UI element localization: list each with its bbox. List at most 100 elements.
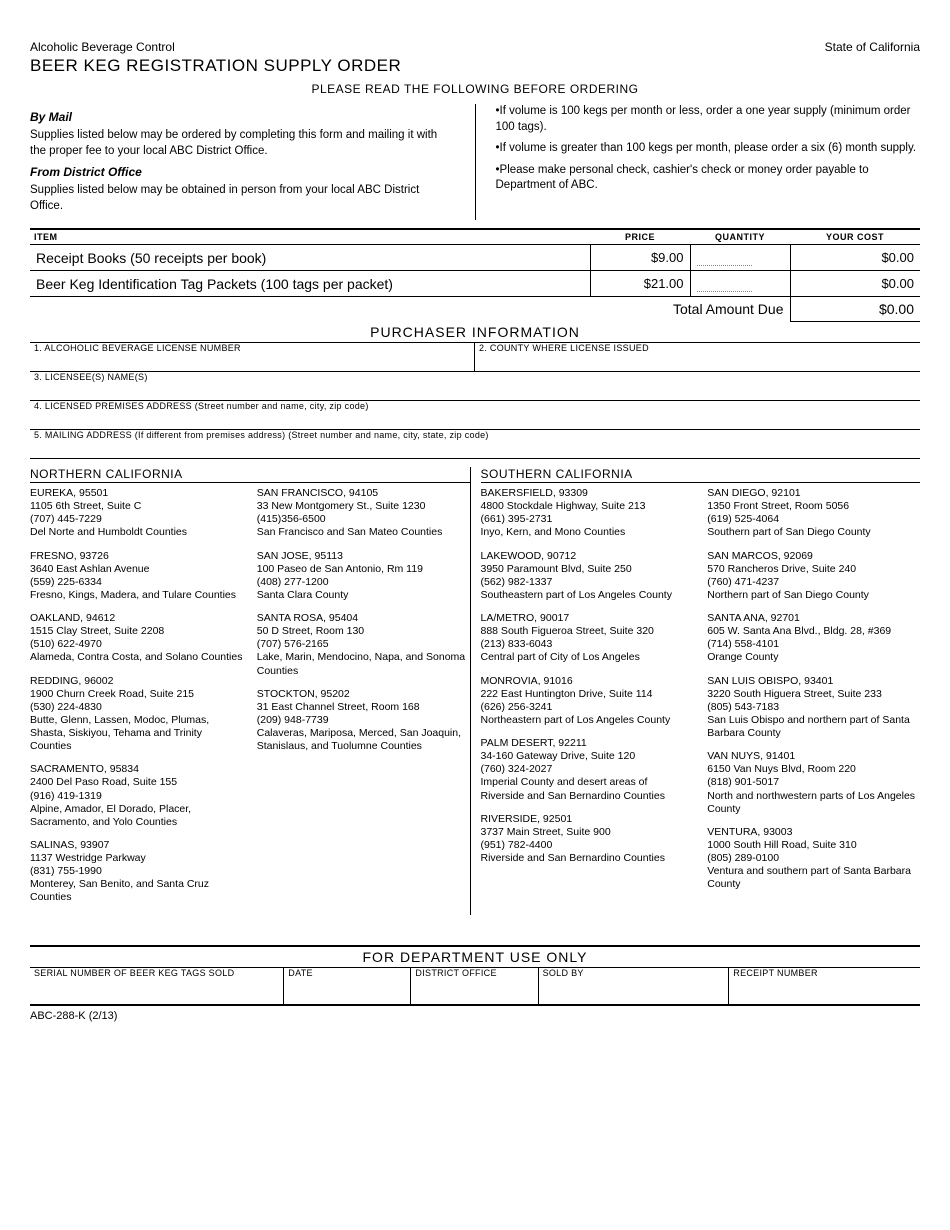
office-area: Fresno, Kings, Madera, and Tulare Counti… [30, 589, 236, 601]
office-address: 6150 Van Nuys Blvd, Room 220 [707, 763, 856, 775]
quantity-input[interactable] [697, 251, 752, 266]
office-address: 33 New Montgomery St., Suite 1230 [257, 500, 426, 512]
office-entry: REDDING, 960021900 Churn Creek Road, Sui… [30, 675, 243, 754]
purchaser-grid: 1. ALCOHOLIC BEVERAGE LICENSE NUMBER 2. … [30, 343, 920, 459]
dept-serial: SERIAL NUMBER OF BEER KEG TAGS SOLD [30, 968, 284, 1004]
office-area: Del Norte and Humboldt Counties [30, 526, 187, 538]
office-area: Southern part of San Diego County [707, 526, 870, 538]
instruction-bullet: •If volume is greater than 100 kegs per … [496, 141, 921, 157]
table-row: Receipt Books (50 receipts per book) $9.… [30, 245, 920, 271]
office-city: SANTA ROSA, 95404 [257, 612, 470, 625]
field-county[interactable]: 2. COUNTY WHERE LICENSE ISSUED [475, 343, 920, 372]
item-qty-cell [690, 245, 790, 271]
office-address: 3640 East Ashlan Avenue [30, 563, 150, 575]
office-address: 605 W. Santa Ana Blvd., Bldg. 28, #369 [707, 625, 891, 637]
office-entry: LA/METRO, 90017888 South Figueroa Street… [481, 612, 694, 665]
office-phone: (209) 948-7739 [257, 714, 329, 726]
region-south-title: SOUTHERN CALIFORNIA [481, 467, 921, 483]
dept-use-section: FOR DEPARTMENT USE ONLY SERIAL NUMBER OF… [30, 945, 920, 1006]
office-area: Riverside and San Bernardino Counties [481, 852, 665, 864]
office-city: STOCKTON, 95202 [257, 688, 470, 701]
quantity-input[interactable] [697, 277, 752, 292]
office-city: SANTA ANA, 92701 [707, 612, 920, 625]
office-address: 222 East Huntington Drive, Suite 114 [481, 688, 653, 700]
office-area: Northeastern part of Los Angeles County [481, 714, 671, 726]
item-qty-cell [690, 271, 790, 297]
office-city: SAN DIEGO, 92101 [707, 487, 920, 500]
table-row: Beer Keg Identification Tag Packets (100… [30, 271, 920, 297]
office-phone: (510) 622-4970 [30, 638, 102, 650]
office-phone: (559) 225-6334 [30, 576, 102, 588]
instruction-bullet: •If volume is 100 kegs per month or less… [496, 104, 921, 135]
col-qty: QUANTITY [690, 229, 790, 245]
total-label: Total Amount Due [30, 297, 790, 322]
field-license-number[interactable]: 1. ALCOHOLIC BEVERAGE LICENSE NUMBER [30, 343, 475, 372]
office-city: VAN NUYS, 91401 [707, 750, 920, 763]
form-code: ABC-288-K (2/13) [30, 1010, 920, 1022]
office-phone: (760) 471-4237 [707, 576, 779, 588]
office-area: Alpine, Amador, El Dorado, Placer, Sacra… [30, 803, 191, 828]
from-office-heading: From District Office [30, 165, 455, 179]
office-phone: (916) 419-1319 [30, 790, 102, 802]
office-address: 1515 Clay Street, Suite 2208 [30, 625, 164, 637]
by-mail-heading: By Mail [30, 110, 455, 124]
office-address: 100 Paseo de San Antonio, Rm 119 [257, 563, 423, 575]
dept-soldby: SOLD BY [539, 968, 730, 1004]
office-city: LA/METRO, 90017 [481, 612, 694, 625]
office-phone: (714) 558-4101 [707, 638, 779, 650]
office-city: SAN FRANCISCO, 94105 [257, 487, 470, 500]
instructions-block: By Mail Supplies listed below may be ord… [30, 104, 920, 220]
office-area: Central part of City of Los Angeles [481, 651, 640, 663]
office-address: 1350 Front Street, Room 5056 [707, 500, 849, 512]
office-phone: (626) 256-3241 [481, 701, 553, 713]
dept-date: DATE [284, 968, 411, 1004]
office-entry: VAN NUYS, 914016150 Van Nuys Blvd, Room … [707, 750, 920, 816]
purchaser-section-title: PURCHASER INFORMATION [30, 322, 920, 343]
office-city: LAKEWOOD, 90712 [481, 550, 694, 563]
dept-receipt: RECEIPT NUMBER [729, 968, 920, 1004]
office-phone: (831) 755-1990 [30, 865, 102, 877]
office-city: SAN JOSE, 95113 [257, 550, 470, 563]
dept-use-title: FOR DEPARTMENT USE ONLY [30, 945, 920, 968]
total-value: $0.00 [790, 297, 920, 322]
office-area: Inyo, Kern, and Mono Counties [481, 526, 626, 538]
office-phone: (408) 277-1200 [257, 576, 329, 588]
office-area: Monterey, San Benito, and Santa Cruz Cou… [30, 878, 209, 903]
office-entry: MONROVIA, 91016222 East Huntington Drive… [481, 675, 694, 728]
office-area: San Francisco and San Mateo Counties [257, 526, 443, 538]
from-office-text: Supplies listed below may be obtained in… [30, 183, 455, 214]
office-address: 1900 Churn Creek Road, Suite 215 [30, 688, 194, 700]
office-area: North and northwestern parts of Los Ange… [707, 790, 915, 815]
office-entry: SAN LUIS OBISPO, 934013220 South Higuera… [707, 675, 920, 741]
office-area: Orange County [707, 651, 778, 663]
item-cost: $0.00 [790, 245, 920, 271]
office-phone: (530) 224-4830 [30, 701, 102, 713]
col-price: PRICE [590, 229, 690, 245]
office-address: 1137 Westridge Parkway [30, 852, 146, 864]
field-premises-address[interactable]: 4. LICENSED PREMISES ADDRESS (Street num… [30, 401, 920, 430]
by-mail-text: Supplies listed below may be ordered by … [30, 128, 455, 159]
form-title: BEER KEG REGISTRATION SUPPLY ORDER [30, 56, 401, 76]
office-phone: (661) 395-2731 [481, 513, 553, 525]
office-city: SAN LUIS OBISPO, 93401 [707, 675, 920, 688]
office-phone: (415)356-6500 [257, 513, 326, 525]
office-phone: (562) 982-1337 [481, 576, 553, 588]
state-label: State of California [825, 40, 920, 54]
office-address: 4800 Stockdale Highway, Suite 213 [481, 500, 646, 512]
region-north-title: NORTHERN CALIFORNIA [30, 467, 470, 483]
office-address: 31 East Channel Street, Room 168 [257, 701, 420, 713]
office-address: 50 D Street, Room 130 [257, 625, 364, 637]
col-cost: YOUR COST [790, 229, 920, 245]
field-licensee-name[interactable]: 3. LICENSEE(S) NAME(S) [30, 372, 920, 401]
field-mailing-address[interactable]: 5. MAILING ADDRESS (If different from pr… [30, 430, 920, 459]
office-entry: SANTA ANA, 92701605 W. Santa Ana Blvd., … [707, 612, 920, 665]
office-entry: FRESNO, 937263640 East Ashlan Avenue(559… [30, 550, 243, 603]
total-row: Total Amount Due $0.00 [30, 297, 920, 322]
office-area: Lake, Marin, Mendocino, Napa, and Sonoma… [257, 651, 465, 676]
office-address: 2400 Del Paso Road, Suite 155 [30, 776, 177, 788]
office-city: SAN MARCOS, 92069 [707, 550, 920, 563]
office-phone: (818) 901-5017 [707, 776, 779, 788]
office-entry: SANTA ROSA, 9540450 D Street, Room 130(7… [257, 612, 470, 678]
item-name: Receipt Books (50 receipts per book) [30, 245, 590, 271]
office-phone: (707) 445-7229 [30, 513, 102, 525]
